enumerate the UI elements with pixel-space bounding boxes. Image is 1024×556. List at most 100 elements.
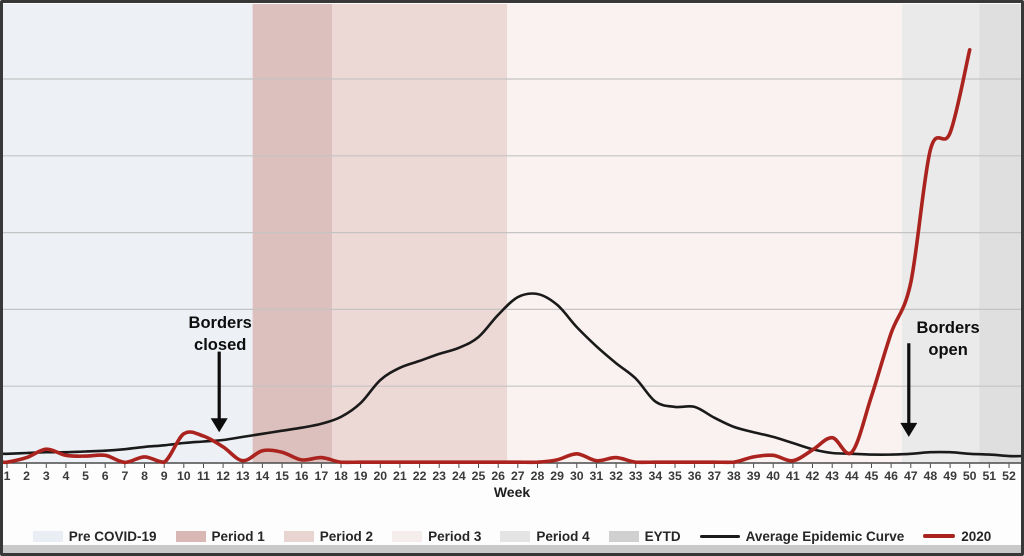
legend-item-period-2: Period 2	[283, 528, 374, 544]
x-tick-label: 48	[924, 469, 938, 483]
legend-label: Period 4	[536, 528, 590, 544]
legend-item-eytd: EYTD	[608, 528, 681, 544]
x-tick-label: 42	[806, 469, 820, 483]
x-tick-label: 33	[629, 469, 643, 483]
x-tick-label: 14	[256, 469, 270, 483]
legend-label: Period 3	[428, 528, 482, 544]
x-tick-label: 22	[413, 469, 427, 483]
legend-swatch-period-2	[283, 530, 314, 542]
x-tick-label: 38	[727, 469, 741, 483]
legend-line-sample-2020	[923, 534, 956, 538]
x-tick-label: 13	[236, 469, 250, 483]
x-tick-label: 6	[102, 469, 109, 483]
x-tick-label: 34	[649, 469, 663, 483]
x-tick-label: 17	[315, 469, 329, 483]
legend-swatch-pre-covid-19	[32, 530, 63, 542]
x-tick-label: 32	[609, 469, 623, 483]
curve-2020	[1, 48, 972, 465]
x-tick-label: 25	[472, 469, 486, 483]
x-tick-label: 19	[354, 469, 368, 483]
annotation-borders-open: Borders open	[900, 319, 980, 437]
legend-item-2020: 2020	[923, 529, 991, 544]
x-tick-label: 49	[943, 469, 957, 483]
x-tick-label: 28	[531, 469, 545, 483]
x-axis: 1 2 3 4 5 6 7 8 9 10 11 12 13 14 15 16 17 18 19 20 21 22 23 24 2…	[3, 462, 1021, 483]
x-tick-label: 3	[43, 469, 50, 483]
annotation-text: closed	[194, 336, 246, 354]
legend-label: EYTD	[644, 528, 681, 544]
legend-label: Period 2	[319, 528, 374, 544]
x-tick-label: 44	[845, 469, 859, 483]
period-bands	[3, 4, 1021, 463]
legend-swatch-eytd	[608, 530, 639, 542]
x-tick-label: 15	[275, 469, 289, 483]
x-tick-label: 36	[688, 469, 702, 483]
x-tick-label: 41	[786, 469, 800, 483]
chart-plot-area: 1 2 3 4 5 6 7 8 9 10 11 12 13 14 15 16 17 18 19 20 21 22 23 24 2…	[1, 4, 1023, 483]
x-tick-label: 21	[393, 469, 407, 483]
x-tick-label: 47	[904, 469, 918, 483]
legend-item-period-1: Period 1	[175, 528, 265, 544]
band-period-1	[252, 4, 333, 463]
x-tick-label: 30	[570, 469, 584, 483]
x-tick-label: 20	[373, 469, 387, 483]
curve-average-epidemic-curve	[1, 292, 1023, 458]
x-tick-label: 31	[590, 469, 604, 483]
band-period-2	[332, 4, 508, 463]
x-tick-label: 5	[82, 469, 89, 483]
legend-label: Average Epidemic Curve	[745, 528, 905, 544]
series-curves	[1, 48, 1023, 465]
x-tick-label: 35	[668, 469, 682, 483]
x-tick-label: 1	[4, 469, 11, 483]
bottom-strip	[3, 545, 1021, 553]
legend-item-average-epidemic-curve: Average Epidemic Curve	[699, 528, 905, 544]
annotation-text: open	[928, 341, 967, 359]
legend-label: 2020	[961, 528, 992, 544]
annotation-text: Borders	[916, 319, 979, 337]
x-tick-label: 27	[511, 469, 525, 483]
x-tick-label: 12	[216, 469, 230, 483]
x-tick-label: 37	[707, 469, 721, 483]
x-tick-label: 45	[865, 469, 879, 483]
band-period-3	[507, 4, 902, 463]
x-tick-label: 7	[121, 469, 128, 483]
x-tick-label: 4	[62, 469, 69, 483]
x-tick-label: 26	[491, 469, 505, 483]
annotation-borders-closed: Borders closed	[189, 314, 252, 433]
legend-item-period-4: Period 4	[500, 528, 590, 544]
legend-label: Pre COVID-19	[68, 528, 157, 544]
x-tick-label: 8	[141, 469, 148, 483]
x-tick-label: 43	[825, 469, 839, 483]
x-tick-label: 29	[550, 469, 564, 483]
x-tick-label: 18	[334, 469, 348, 483]
x-tick-label: 9	[161, 469, 168, 483]
x-tick-label: 11	[197, 469, 210, 483]
x-tick-label: 23	[432, 469, 446, 483]
x-tick-label: 39	[747, 469, 761, 483]
x-tick-label: 40	[766, 469, 780, 483]
legend-line-sample-average-epidemic-curve	[699, 534, 740, 538]
legend-label: Period 1	[211, 528, 265, 544]
x-tick-label: 24	[452, 469, 466, 483]
x-tick-label: 46	[884, 469, 898, 483]
x-tick-label: 52	[1002, 469, 1016, 483]
x-tick-label: 50	[963, 469, 977, 483]
x-tick-label: 10	[177, 469, 191, 483]
x-axis-title: Week	[493, 484, 531, 500]
x-tick-label: 2	[23, 469, 30, 483]
band-eytd	[979, 4, 1021, 463]
gridlines	[3, 78, 1021, 387]
x-tick-label: 51	[982, 469, 996, 483]
band-pre-covid-19	[3, 4, 253, 463]
annotation-arrowhead-icon	[210, 418, 228, 433]
legend-swatch-period-1	[175, 530, 206, 542]
legend-swatch-period-4	[500, 530, 531, 542]
legend-item-period-3: Period 3	[392, 529, 481, 544]
annotation-text: Borders	[189, 314, 252, 332]
band-period-4	[901, 4, 980, 463]
annotation-arrowhead-icon	[900, 422, 918, 437]
x-tick-label: 16	[295, 469, 309, 483]
legend-swatch-period-3	[392, 530, 423, 542]
legend-item-pre-covid-19: Pre COVID-19	[32, 528, 157, 544]
